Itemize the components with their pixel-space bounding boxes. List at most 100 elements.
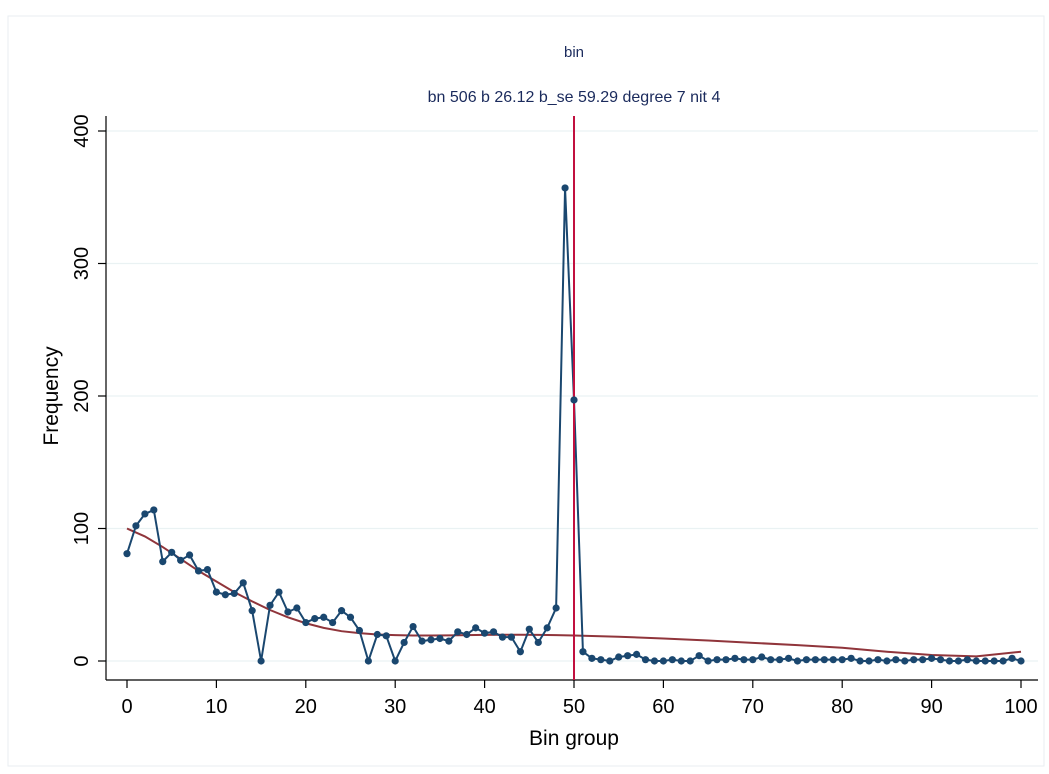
data-point — [981, 657, 989, 665]
data-point — [489, 628, 498, 636]
y-tick-label: 300 — [71, 247, 93, 280]
y-axis-title: Frequency — [40, 346, 63, 446]
data-point — [329, 618, 337, 627]
plot-frame — [7, 15, 1045, 767]
data-point — [284, 608, 292, 616]
x-tick-label: 20 — [295, 696, 317, 718]
data-point — [463, 630, 471, 639]
x-tick-label: 30 — [384, 696, 406, 718]
data-point — [802, 656, 811, 664]
data-point — [954, 657, 963, 665]
data-point — [892, 656, 900, 664]
x-tick-label: 80 — [831, 696, 853, 718]
x-tick-label: 10 — [205, 696, 227, 718]
data-point — [928, 654, 936, 662]
chart-title: bin — [564, 44, 584, 61]
data-point — [230, 589, 238, 598]
y-tick-label: 200 — [71, 379, 93, 412]
data-point — [481, 629, 489, 637]
data-point — [856, 657, 864, 665]
data-point — [445, 637, 453, 645]
data-point — [391, 657, 399, 665]
x-tick-label: 100 — [1004, 696, 1037, 718]
data-point — [963, 656, 971, 664]
x-tick-label: 70 — [742, 696, 764, 718]
data-point — [400, 638, 408, 647]
data-point — [275, 588, 283, 596]
data-point — [1008, 654, 1016, 662]
data-point — [624, 652, 632, 660]
data-point — [883, 657, 891, 665]
data-point — [793, 657, 802, 665]
data-point — [820, 656, 828, 664]
data-point — [597, 656, 605, 664]
data-point — [874, 656, 882, 664]
data-point — [606, 657, 614, 665]
data-point — [409, 622, 417, 631]
data-point — [632, 650, 641, 658]
y-tick-label: 100 — [71, 512, 93, 545]
data-point — [525, 625, 533, 633]
data-point — [203, 565, 212, 574]
data-point — [615, 653, 623, 661]
data-point — [910, 656, 918, 664]
data-point — [168, 548, 176, 556]
data-point — [686, 657, 694, 665]
x-axis-title: Bin group — [529, 727, 619, 750]
data-point — [248, 607, 256, 615]
data-point — [320, 613, 328, 621]
data-point — [588, 654, 596, 662]
data-point — [311, 615, 319, 623]
data-point — [472, 624, 480, 632]
data-point — [436, 634, 444, 643]
data-point — [972, 657, 980, 665]
data-point — [141, 510, 149, 518]
data-point — [346, 613, 355, 621]
data-point — [212, 588, 220, 596]
data-point — [811, 656, 819, 664]
series — [123, 116, 1025, 680]
data-point — [659, 657, 668, 665]
data-point — [239, 579, 247, 587]
x-tick-label: 0 — [121, 696, 132, 718]
chart-subtitle: bn 506 b 26.12 b_se 59.29 degree 7 nit 4 — [428, 89, 721, 106]
data-point — [784, 654, 793, 662]
data-point — [758, 653, 766, 661]
data-point — [132, 522, 140, 530]
data-point — [650, 657, 659, 665]
data-point — [185, 551, 194, 559]
data-point — [194, 567, 203, 575]
data-point — [704, 657, 712, 665]
data-point — [668, 656, 676, 664]
data-point — [749, 656, 757, 664]
data-point — [695, 652, 703, 660]
data-point — [373, 630, 381, 639]
data-point — [579, 648, 587, 656]
data-point — [159, 558, 167, 566]
data-point — [561, 184, 569, 192]
data-point — [767, 656, 775, 664]
data-point — [731, 654, 739, 662]
data-point — [293, 604, 301, 612]
data-point — [355, 626, 364, 635]
data-point — [382, 632, 390, 640]
data-point — [177, 556, 185, 564]
data-point — [418, 637, 426, 645]
data-point — [543, 624, 551, 632]
data-point — [1017, 657, 1025, 665]
y-tick-label: 400 — [71, 114, 93, 147]
data-point — [677, 657, 685, 665]
data-point — [516, 648, 524, 656]
data-point — [498, 633, 507, 641]
x-tick-label: 40 — [473, 696, 495, 718]
data-point — [507, 633, 516, 641]
data-point — [999, 657, 1007, 665]
x-tick-label: 90 — [920, 696, 942, 718]
data-point — [257, 657, 265, 665]
data-point — [722, 656, 730, 664]
data-point — [364, 657, 372, 665]
data-point — [534, 638, 542, 647]
axes: 0 100 200 300 400 0 10 20 30 40 50 60 70 80 90 100 — [71, 114, 1038, 718]
data-point — [221, 591, 229, 599]
